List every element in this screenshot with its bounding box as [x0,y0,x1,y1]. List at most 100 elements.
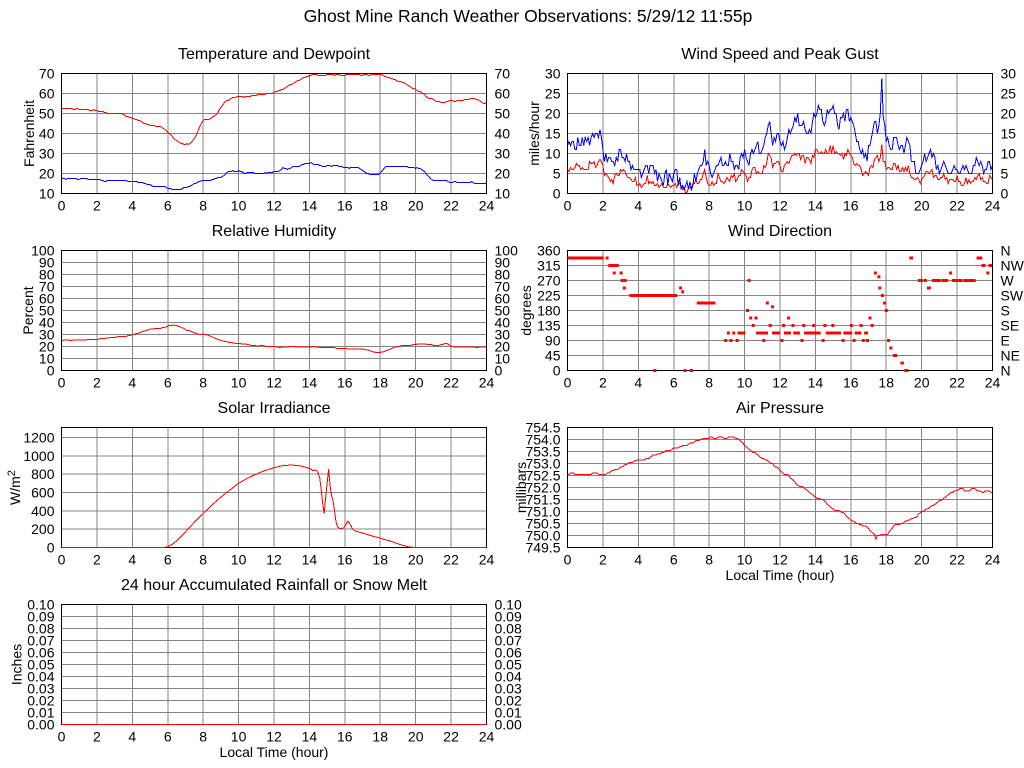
svg-text:30: 30 [39,146,55,162]
svg-text:0.07: 0.07 [495,633,522,649]
svg-text:20: 20 [408,552,424,568]
svg-text:2: 2 [93,729,101,745]
svg-text:6: 6 [670,375,678,391]
svg-text:20: 20 [914,198,930,214]
svg-text:30: 30 [545,66,561,82]
svg-text:20: 20 [545,106,561,122]
svg-text:W: W [1001,273,1015,289]
svg-text:0: 0 [495,363,503,379]
svg-text:6: 6 [164,729,172,745]
svg-text:12: 12 [772,375,788,391]
svg-text:25: 25 [1001,86,1017,102]
svg-text:70: 70 [495,279,511,295]
svg-text:10: 10 [231,375,247,391]
svg-text:0.03: 0.03 [495,681,522,697]
svg-text:Inches: Inches [9,644,25,685]
svg-text:12: 12 [772,552,788,568]
svg-text:70: 70 [39,66,55,82]
svg-text:14: 14 [808,198,824,214]
svg-text:22: 22 [443,375,459,391]
svg-text:2: 2 [599,375,607,391]
svg-text:6: 6 [670,552,678,568]
svg-text:14: 14 [302,729,318,745]
svg-text:50: 50 [495,303,511,319]
svg-text:40: 40 [39,126,55,142]
svg-text:180: 180 [537,303,561,319]
svg-text:14: 14 [808,552,824,568]
svg-text:2: 2 [93,552,101,568]
svg-text:0.04: 0.04 [27,669,54,685]
svg-text:0: 0 [58,375,66,391]
svg-text:14: 14 [302,375,318,391]
svg-text:10: 10 [39,186,55,202]
svg-text:miles/hour: miles/hour [526,101,542,166]
svg-text:0.01: 0.01 [495,705,522,721]
svg-text:20: 20 [1001,106,1017,122]
svg-text:90: 90 [495,255,511,271]
svg-text:0.01: 0.01 [27,705,54,721]
svg-text:20: 20 [495,339,511,355]
svg-text:Solar Irradiance: Solar Irradiance [218,400,331,417]
svg-text:20: 20 [408,198,424,214]
svg-text:90: 90 [39,255,55,271]
svg-text:0.10: 0.10 [495,597,522,613]
svg-text:60: 60 [39,291,55,307]
svg-text:0.07: 0.07 [27,633,54,649]
svg-text:751.0: 751.0 [525,504,560,520]
svg-text:752.0: 752.0 [525,480,560,496]
svg-text:8: 8 [705,375,713,391]
svg-text:Ghost Mine Ranch Weather Obser: Ghost Mine Ranch Weather Observations: 5… [304,6,753,26]
svg-text:0: 0 [564,375,572,391]
svg-text:30: 30 [1001,66,1017,82]
svg-text:16: 16 [843,552,859,568]
svg-text:22: 22 [949,552,965,568]
svg-text:752.5: 752.5 [525,468,560,484]
svg-text:10: 10 [495,351,511,367]
svg-text:0: 0 [58,552,66,568]
svg-text:24: 24 [985,375,1001,391]
svg-text:degrees: degrees [518,285,534,336]
svg-text:400: 400 [31,503,55,519]
svg-text:8: 8 [199,375,207,391]
svg-text:16: 16 [337,729,353,745]
svg-text:6: 6 [164,198,172,214]
svg-text:16: 16 [337,552,353,568]
svg-text:753.5: 753.5 [525,444,560,460]
svg-text:0.03: 0.03 [27,681,54,697]
svg-text:Local Time (hour): Local Time (hour) [726,567,835,583]
svg-text:0.05: 0.05 [27,657,54,673]
svg-text:90: 90 [545,333,561,349]
svg-text:1000: 1000 [23,448,54,464]
svg-text:200: 200 [31,521,55,537]
svg-text:SE: SE [1001,318,1020,334]
svg-text:0: 0 [553,363,561,379]
svg-text:70: 70 [495,66,511,82]
svg-text:20: 20 [495,166,511,182]
svg-text:60: 60 [39,86,55,102]
svg-text:12: 12 [266,198,282,214]
svg-text:15: 15 [545,126,561,142]
svg-text:20: 20 [39,339,55,355]
svg-text:10: 10 [545,146,561,162]
svg-text:753.0: 753.0 [525,456,560,472]
svg-text:10: 10 [231,198,247,214]
svg-text:24 hour Accumulated Rainfall o: 24 hour Accumulated Rainfall or Snow Mel… [121,577,427,594]
svg-text:24: 24 [985,198,1001,214]
svg-text:24: 24 [479,552,495,568]
svg-text:Relative Humidity: Relative Humidity [212,223,336,240]
svg-text:4: 4 [128,375,136,391]
svg-text:0.06: 0.06 [495,645,522,661]
svg-text:Local Time (hour): Local Time (hour) [220,744,329,760]
svg-text:60: 60 [495,86,511,102]
svg-text:18: 18 [372,198,388,214]
svg-text:2: 2 [93,198,101,214]
svg-text:40: 40 [39,315,55,331]
svg-text:20: 20 [914,552,930,568]
svg-text:4: 4 [634,375,642,391]
svg-text:2: 2 [93,375,101,391]
svg-text:10: 10 [737,552,753,568]
svg-text:16: 16 [843,198,859,214]
svg-text:70: 70 [39,279,55,295]
svg-text:18: 18 [372,375,388,391]
svg-text:315: 315 [537,258,561,274]
